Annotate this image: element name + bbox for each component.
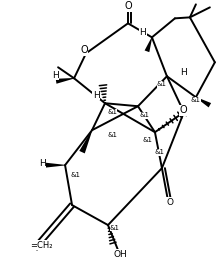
Text: OH: OH	[113, 250, 127, 258]
Polygon shape	[56, 78, 74, 84]
Text: &1: &1	[140, 112, 150, 118]
Polygon shape	[45, 163, 65, 168]
Text: &1: &1	[107, 109, 117, 115]
Text: O: O	[166, 198, 173, 207]
Text: H: H	[52, 71, 58, 80]
Text: &1: &1	[155, 149, 165, 155]
Text: &1: &1	[191, 97, 201, 103]
Polygon shape	[196, 97, 211, 107]
Text: &1: &1	[108, 132, 118, 138]
Text: =CH₂: =CH₂	[30, 241, 53, 250]
Text: H: H	[140, 28, 146, 37]
Text: O: O	[124, 1, 132, 11]
Text: H: H	[93, 91, 99, 100]
Text: &1: &1	[143, 137, 153, 143]
Polygon shape	[145, 37, 152, 52]
Text: &1: &1	[110, 225, 120, 231]
Polygon shape	[79, 130, 92, 154]
Text: O: O	[80, 45, 88, 55]
Text: O: O	[179, 105, 187, 115]
Text: H: H	[39, 159, 45, 168]
Text: &1: &1	[157, 81, 167, 87]
Text: &1: &1	[70, 172, 80, 178]
Text: H: H	[181, 68, 187, 77]
